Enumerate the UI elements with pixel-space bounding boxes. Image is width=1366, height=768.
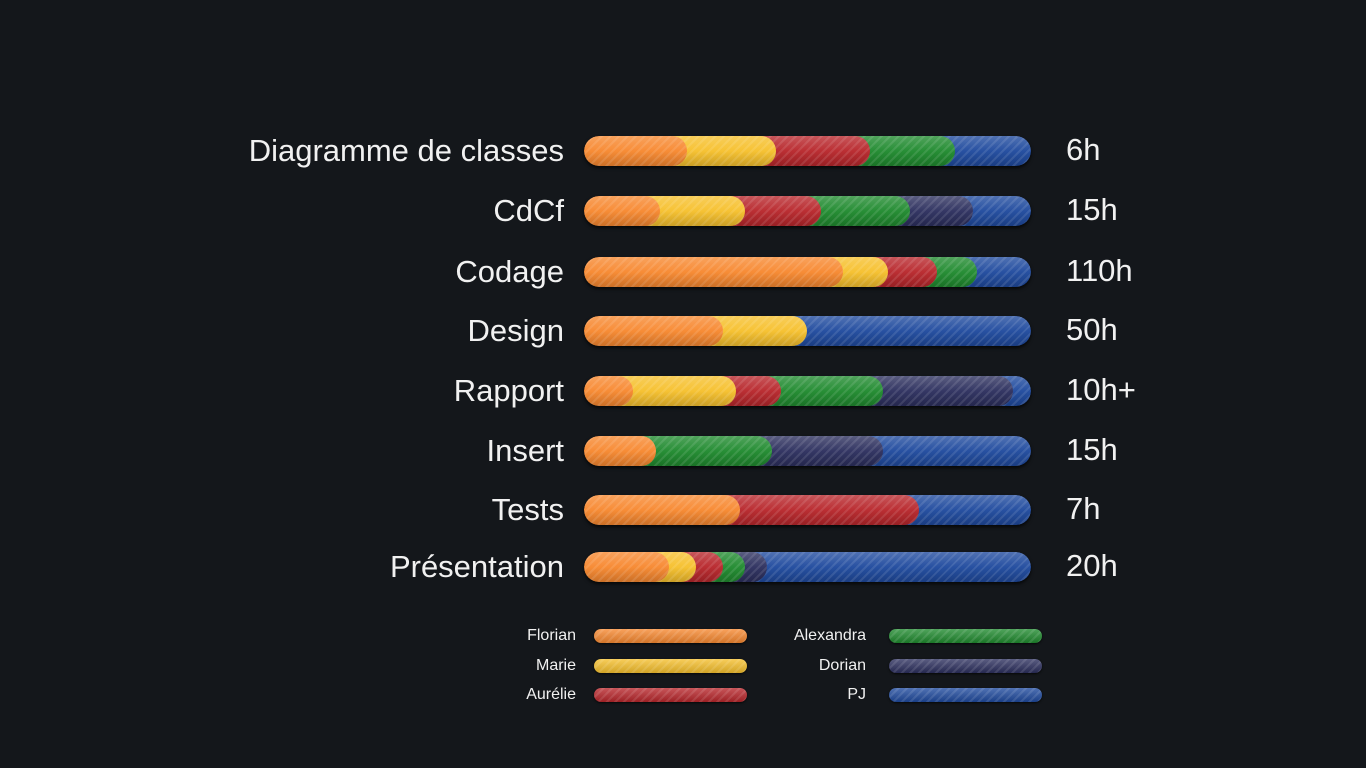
bar-segment <box>765 376 884 406</box>
bar-segment <box>584 316 723 346</box>
bar-segment <box>761 136 871 166</box>
bar-segment <box>756 436 884 466</box>
category-label: Rapport <box>453 373 564 408</box>
row-total-label: 15h <box>1066 432 1118 467</box>
category-label: Design <box>467 313 565 348</box>
bar-segment <box>855 136 955 166</box>
stacked-bar <box>584 257 1031 287</box>
row-total-label: 50h <box>1066 312 1118 347</box>
bar-segment <box>584 436 656 466</box>
row-total-label: 110h <box>1066 253 1133 288</box>
bar-segment <box>792 316 1031 346</box>
bar-segment <box>904 495 1031 525</box>
bar-segment <box>618 376 736 406</box>
legend-swatch <box>594 688 747 702</box>
bar-segment <box>584 376 634 406</box>
bar-segment <box>729 196 821 226</box>
category-label: Diagramme de classes <box>248 133 564 168</box>
legend-entry-label: Aurélie <box>526 686 576 703</box>
stacked-bar <box>584 436 1031 466</box>
legend-swatch <box>594 629 747 643</box>
legend-entry-label: Marie <box>535 657 576 674</box>
category-label: Codage <box>455 254 564 289</box>
category-label: Insert <box>486 433 564 468</box>
legend-entry-label: PJ <box>847 686 866 703</box>
bar-segment <box>805 196 911 226</box>
bar-segment <box>584 552 669 582</box>
bar-segment <box>644 196 745 226</box>
stacked-bar <box>584 552 1031 582</box>
bar-segment <box>868 436 1031 466</box>
row-total-label: 20h <box>1066 548 1118 583</box>
bar-segment <box>939 136 1031 166</box>
legend-entry-label: Florian <box>527 627 576 644</box>
bar-segment <box>584 495 741 525</box>
bar-segment <box>584 136 687 166</box>
bar-segment <box>868 376 1014 406</box>
stacked-bar <box>584 136 1031 166</box>
legend-swatch <box>889 629 1042 643</box>
legend-swatch <box>594 659 747 673</box>
stacked-bar <box>584 316 1031 346</box>
bar-segment <box>640 436 772 466</box>
legend-entry-label: Dorian <box>818 657 866 674</box>
bar-segment <box>584 257 844 287</box>
stacked-bar <box>584 376 1031 406</box>
row-total-label: 7h <box>1066 491 1101 526</box>
row-total-label: 6h <box>1066 132 1101 167</box>
row-total-label: 10h+ <box>1066 372 1136 407</box>
bar-segment <box>725 495 920 525</box>
bar-segment <box>584 196 660 226</box>
bar-segment <box>752 552 1031 582</box>
category-label: Présentation <box>389 549 564 584</box>
row-total-label: 15h <box>1066 192 1118 227</box>
legend-swatch <box>889 659 1042 673</box>
stacked-bar <box>584 495 1031 525</box>
bar-segment <box>671 136 777 166</box>
category-label: Tests <box>491 492 564 527</box>
legend-swatch <box>889 688 1042 702</box>
legend-entry-label: Alexandra <box>793 627 866 644</box>
stacked-bar <box>584 196 1031 226</box>
bar-segment <box>707 316 808 346</box>
category-label: CdCf <box>493 193 564 228</box>
